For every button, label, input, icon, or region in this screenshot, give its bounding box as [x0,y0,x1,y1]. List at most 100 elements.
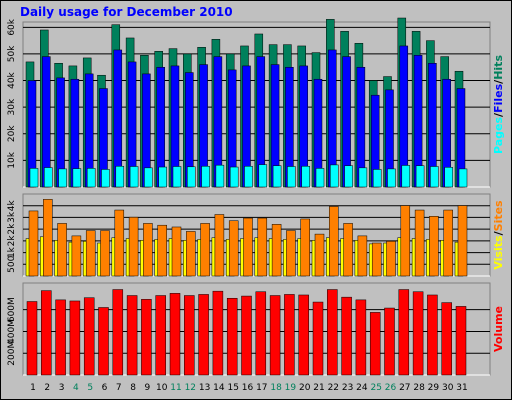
day-label: 2 [44,383,50,393]
visits-sites-tick-label: 2k [7,235,17,247]
bar-pages [101,169,110,188]
legend-entry: / [492,112,505,117]
legend-entry: / [492,230,505,235]
day-label: 20 [299,383,311,393]
day-label: 14 [213,383,225,393]
volume-tick-label: 600M [7,297,17,322]
day-label: 27 [399,383,410,393]
bar-sites [28,210,39,277]
volume-tick-label: 200M [7,341,17,366]
day-label: 11 [170,383,181,393]
bar-volume [355,299,367,376]
bar-volume [269,295,281,376]
bar-sites [243,217,253,277]
bar-sites [171,226,182,277]
day-label: 25 [370,383,381,393]
bar-sites [300,218,310,277]
bar-pages [244,165,253,188]
bar-pages [215,164,225,188]
bar-volume [241,295,252,376]
bar-sites [457,205,468,277]
day-label: 31 [456,383,467,393]
bar-volume [184,295,195,376]
volume-tick-label: 400M [7,319,17,344]
legend-entry: Sites [492,200,505,231]
bar-volume [398,289,410,376]
day-label: 23 [342,383,353,393]
bar-volume [312,301,324,376]
hits-files-pages-tick-label: 60k [7,18,17,35]
bar-sites [71,235,82,277]
visits-sites-legend: Visits/Sites [492,200,505,270]
visits-sites-tick-label: 3k [7,211,17,223]
bar-pages [287,166,296,188]
bar-pages [444,167,453,188]
bar-volume [341,296,352,376]
bar-volume [441,302,452,376]
bar-volume [226,297,238,376]
bar-pages [258,164,268,188]
bar-volume [284,294,295,376]
bar-sites [429,216,439,277]
bar-sites [128,216,139,277]
day-label: 15 [227,383,238,393]
day-label: 30 [442,383,454,393]
day-label: 18 [270,383,282,393]
bar-sites [386,240,396,277]
bar-volume [384,307,395,376]
bar-volume [55,299,66,376]
bar-sites [443,209,453,277]
bar-pages [387,168,396,188]
bar-volume [41,290,52,376]
bar-sites [200,223,210,277]
hits-files-pages-tick-label: 30k [7,98,17,115]
bar-sites [400,205,411,277]
bar-sites [214,214,225,277]
bar-pages [187,166,196,188]
day-label: 17 [256,383,267,393]
day-label: 22 [328,383,339,393]
bar-pages [72,168,82,188]
day-label: 10 [156,383,168,393]
bar-volume [212,290,224,376]
bar-sites [157,224,167,277]
bar-pages [44,167,53,188]
bar-pages [115,165,125,188]
bar-pages [415,165,425,188]
bar-pages [430,166,439,188]
bar-volume [455,306,467,376]
bar-pages [330,164,339,188]
bar-volume [298,294,309,376]
day-label: 9 [145,383,151,393]
bar-pages [301,165,310,188]
visits-sites-tick-label: 1k [7,246,17,258]
bar-volume [255,291,267,376]
bar-sites [329,206,339,277]
day-label: 3 [59,383,65,393]
bar-sites [314,233,325,277]
day-label: 7 [116,383,122,393]
day-label: 1 [30,383,36,393]
day-label: 21 [313,383,324,393]
bar-pages [315,168,325,188]
legend-entry: Hits [492,55,505,80]
hits-files-pages-tick-label: 40k [7,71,17,88]
bar-volume [141,299,152,376]
visits-sites-tick-label: 2k [7,223,17,235]
bar-pages [272,165,282,188]
bar-sites [371,242,382,277]
bar-sites [271,224,282,277]
visits-sites-tick-label: 500 [7,255,17,272]
bar-sites [143,223,153,277]
bar-volume [169,293,181,376]
day-label: 16 [242,383,254,393]
bar-pages [372,169,382,188]
bar-pages [172,166,182,188]
bar-pages [144,167,153,188]
bar-volume [112,289,124,376]
bar-volume [198,294,209,376]
bar-volume [155,295,166,376]
bar-pages [86,168,96,188]
bar-sites [228,220,239,277]
bar-pages [58,168,67,188]
